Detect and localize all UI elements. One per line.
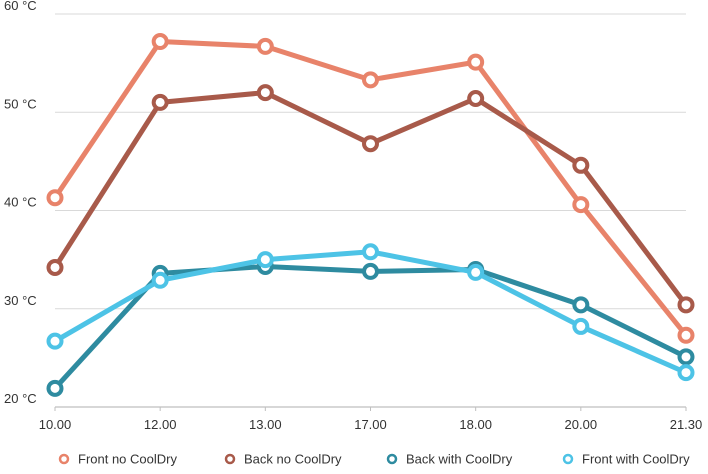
- y-tick-label: 50 °C: [4, 96, 37, 111]
- x-tick-label: 13.00: [249, 417, 282, 432]
- data-point: [362, 262, 379, 280]
- series-lines: [46, 33, 695, 397]
- x-tick-label: 21.30: [670, 417, 703, 432]
- data-point: [572, 156, 590, 174]
- data-point: [467, 263, 485, 281]
- data-point: [151, 33, 169, 51]
- data-point: [572, 317, 590, 335]
- legend-item: Back no CoolDry: [224, 452, 342, 467]
- data-point: [572, 196, 590, 214]
- data-point: [256, 251, 274, 269]
- x-tick-label: 10.00: [39, 417, 72, 432]
- data-point: [677, 296, 695, 314]
- series-front-no-cooldry: [46, 33, 695, 344]
- legend-label: Front no CoolDry: [78, 452, 177, 467]
- data-point: [677, 326, 695, 344]
- legend-item: Front with CoolDry: [562, 452, 690, 467]
- legend-marker: [562, 453, 574, 465]
- data-point: [256, 37, 274, 55]
- data-point: [467, 89, 485, 107]
- legend-marker: [224, 453, 236, 465]
- legend-item: Back with CoolDry: [386, 452, 513, 467]
- y-axis-labels: 20 °C 30 °C 40 °C 50 °C 60 °C: [4, 0, 37, 406]
- data-point: [151, 93, 169, 111]
- data-point: [151, 271, 169, 289]
- series-front-with-cooldry: [46, 243, 695, 382]
- data-point: [362, 71, 379, 89]
- data-point: [46, 332, 64, 350]
- legend-label: Back with CoolDry: [406, 452, 513, 467]
- legend-label: Back no CoolDry: [244, 452, 342, 467]
- legend-marker: [58, 453, 70, 465]
- data-point: [362, 243, 379, 261]
- data-point: [362, 135, 379, 153]
- legend-marker: [386, 453, 398, 465]
- x-axis-labels: 10.00 12.00 13.00 17.00 18.00 20.00 21.30: [39, 407, 703, 432]
- data-point: [677, 364, 695, 382]
- legend: Front no CoolDry Back no CoolDry Back with…: [58, 452, 690, 467]
- y-tick-label: 20 °C: [4, 391, 37, 406]
- y-tick-label: 40 °C: [4, 195, 37, 210]
- x-tick-label: 17.00: [354, 417, 387, 432]
- legend-label: Front with CoolDry: [582, 452, 690, 467]
- data-point: [256, 84, 274, 102]
- y-tick-label: 30 °C: [4, 293, 37, 308]
- data-point: [46, 189, 64, 207]
- x-tick-label: 20.00: [565, 417, 598, 432]
- series-back-no-cooldry: [46, 84, 695, 314]
- data-point: [572, 296, 590, 314]
- y-tick-label: 60 °C: [4, 0, 37, 13]
- x-tick-label: 18.00: [459, 417, 492, 432]
- series-back-with-cooldry: [46, 258, 695, 397]
- data-point: [467, 53, 485, 71]
- data-point: [46, 258, 64, 276]
- data-point: [46, 379, 64, 397]
- data-point: [677, 348, 695, 366]
- legend-item: Front no CoolDry: [58, 452, 177, 467]
- x-tick-label: 12.00: [144, 417, 177, 432]
